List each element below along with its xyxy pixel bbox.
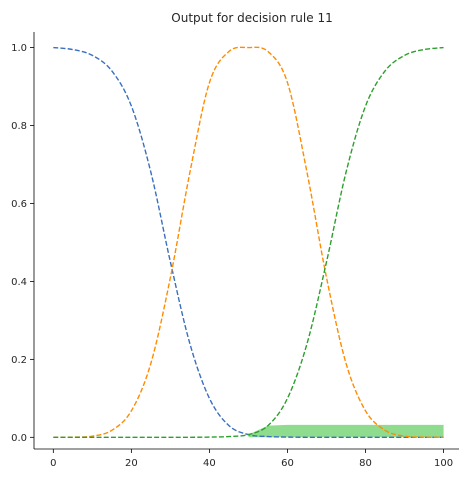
y-tick-label: 1.0	[11, 43, 27, 54]
y-tick-label: 0.8	[11, 121, 27, 132]
filled-area-layer	[248, 424, 444, 438]
y-tick-label: 0.6	[11, 199, 27, 210]
chart-title: Output for decision rule 11	[171, 11, 332, 25]
x-tick-label: 60	[281, 458, 294, 469]
series-layer	[53, 46, 444, 439]
series-line-2	[53, 46, 444, 439]
series-line-3	[53, 46, 444, 439]
x-tick-label: 100	[434, 458, 453, 469]
y-tick-label: 0.0	[11, 433, 27, 444]
y-ticks: 0.0 0.2 0.4 0.6 0.8 1.0	[11, 43, 34, 444]
x-ticks: 0 20 40 60 80 100	[50, 449, 453, 469]
y-tick-label: 0.4	[11, 277, 27, 288]
x-tick-label: 20	[125, 458, 138, 469]
filled-output-area	[248, 424, 444, 438]
x-tick-label: 80	[359, 458, 372, 469]
x-tick-label: 0	[50, 458, 56, 469]
y-tick-label: 0.2	[11, 355, 27, 366]
x-tick-label: 40	[203, 458, 216, 469]
series-line-1	[53, 46, 444, 439]
